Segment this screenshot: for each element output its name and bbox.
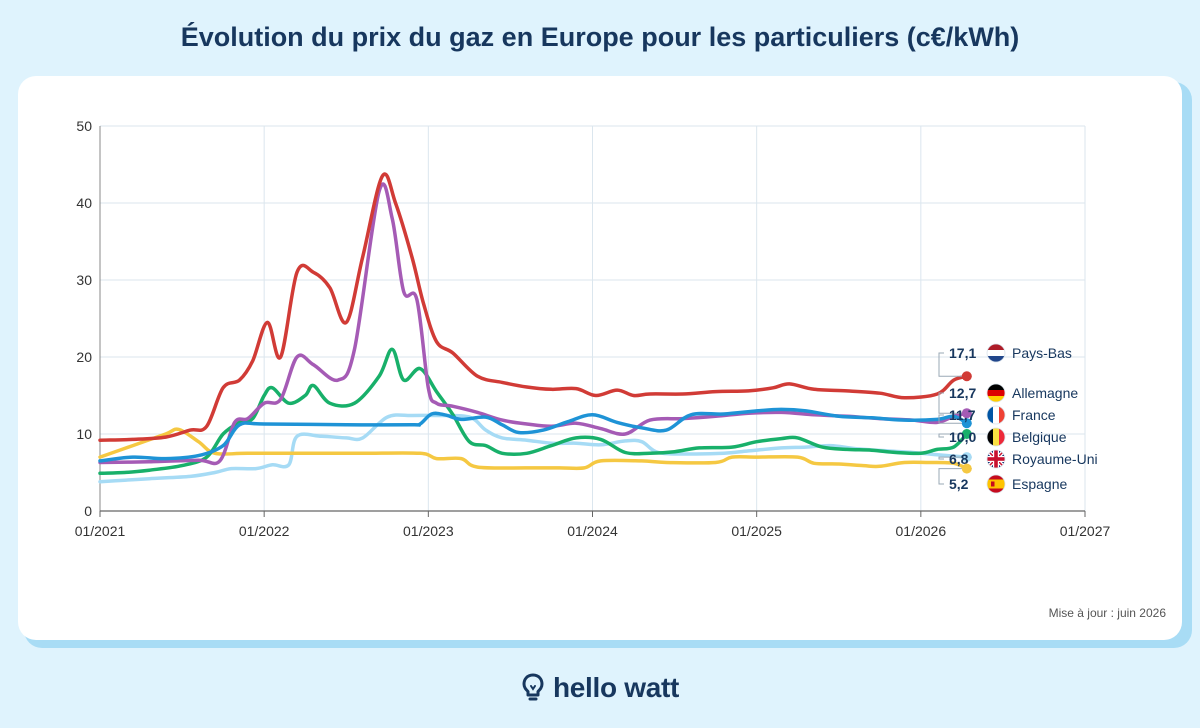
value-label: 5,2 xyxy=(949,476,969,492)
series-name-label: Espagne xyxy=(1012,476,1067,492)
series-name-label: Allemagne xyxy=(1012,385,1078,401)
x-tick-label: 01/2023 xyxy=(403,523,454,539)
series-name-label: Belgique xyxy=(1012,429,1067,445)
y-tick-label: 10 xyxy=(76,426,92,442)
series-line-belgique xyxy=(98,347,969,476)
brand-name: hello watt xyxy=(552,672,680,703)
label-connector xyxy=(938,392,972,414)
series-line-espagne xyxy=(98,427,969,471)
y-tick-label: 30 xyxy=(76,272,92,288)
end-marker xyxy=(961,452,972,463)
x-tick-label: 01/2021 xyxy=(75,523,126,539)
series-line-royaume-uni xyxy=(98,413,969,484)
flag-nl-icon xyxy=(986,343,1006,363)
series-name-label: Royaume-Uni xyxy=(1012,451,1098,467)
flag-fr-icon xyxy=(986,405,1006,425)
value-label: 11,7 xyxy=(949,407,976,423)
chart-title: Évolution du prix du gaz en Europe pour … xyxy=(180,22,1020,52)
value-label: 17,1 xyxy=(949,345,976,361)
series-name-label: Pays-Bas xyxy=(1012,345,1072,361)
value-label: 12,7 xyxy=(949,385,976,401)
series-line-france xyxy=(98,407,969,463)
value-label: 6,8 xyxy=(949,451,969,467)
flag-de-icon xyxy=(986,383,1006,403)
flag-es-icon xyxy=(986,474,1006,494)
y-tick-label: 40 xyxy=(76,195,92,211)
flag-be-icon xyxy=(986,427,1006,447)
x-tick-label: 01/2025 xyxy=(731,523,782,539)
end-marker xyxy=(961,418,972,429)
series-line-pays-bas xyxy=(98,172,969,442)
series-name-label: France xyxy=(1012,407,1056,423)
series-line-allemagne xyxy=(98,182,969,466)
y-tick-label: 0 xyxy=(84,503,92,519)
brand-logo: hello watt xyxy=(0,672,1200,704)
x-tick-label: 01/2027 xyxy=(1060,523,1111,539)
end-marker xyxy=(961,429,972,439)
end-marker xyxy=(961,463,972,474)
y-tick-label: 20 xyxy=(76,349,92,365)
chart-card xyxy=(18,76,1182,640)
lightbulb-icon xyxy=(522,673,544,701)
end-marker xyxy=(961,371,972,382)
y-tick-label: 50 xyxy=(76,118,92,134)
label-connector xyxy=(938,456,972,460)
label-connector xyxy=(938,468,972,485)
label-connector xyxy=(938,352,972,377)
x-tick-label: 01/2024 xyxy=(567,523,618,539)
update-note: Mise à jour : juin 2026 xyxy=(1048,606,1166,620)
end-marker xyxy=(961,408,972,419)
x-tick-label: 01/2026 xyxy=(896,523,947,539)
label-connector xyxy=(938,433,972,438)
flag-uk-icon xyxy=(986,449,1006,469)
label-connector xyxy=(938,414,972,424)
x-tick-label: 01/2022 xyxy=(239,523,290,539)
value-label: 10,0 xyxy=(949,429,976,445)
